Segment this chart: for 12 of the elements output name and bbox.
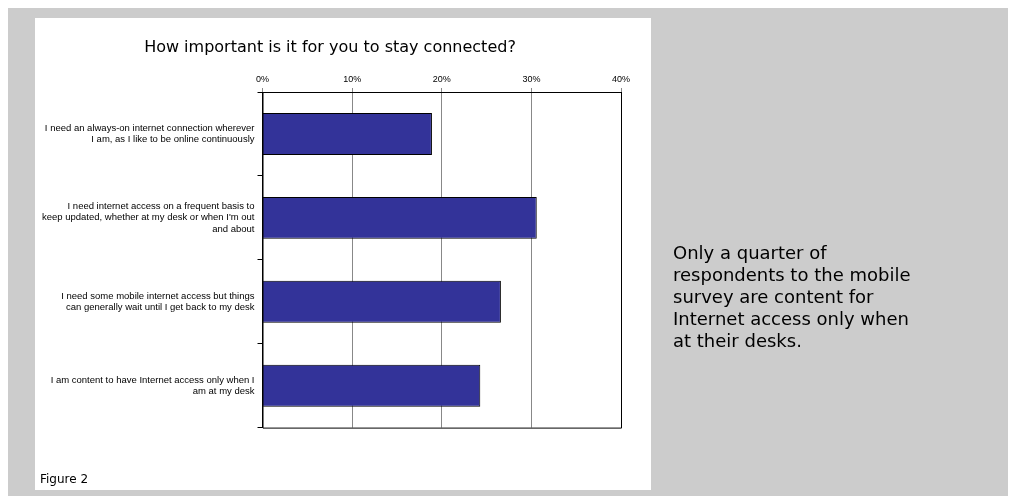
- x-tick-label: 10%: [343, 74, 362, 85]
- x-tick-label: 20%: [432, 74, 451, 85]
- y-tick-label: I am content to have Internet access only when I am at my desk: [50, 373, 255, 396]
- y-tick-label: I need internet access on a frequent basis to keep updated, whether at my desk or when I'm out and about: [41, 200, 255, 234]
- text: Only a quarter of respondents to the mobile survey are content for Internet access only when at their desks.: [673, 242, 912, 352]
- chart-title: How important is it for you to stay connected?: [144, 36, 516, 56]
- caption: Figure 2: [40, 472, 89, 486]
- x-tick-label: 40%: [611, 74, 631, 85]
- y-tick-label: I need an always-on internet connection wherever I am, as I like to be online continuously: [44, 121, 255, 145]
- x-tick-label: 30%: [522, 74, 541, 85]
- y-tick-label: I need some mobile internet access but things can generally wait until I get back to my desk: [61, 289, 255, 313]
- x-tick-label: 0%: [256, 74, 270, 85]
